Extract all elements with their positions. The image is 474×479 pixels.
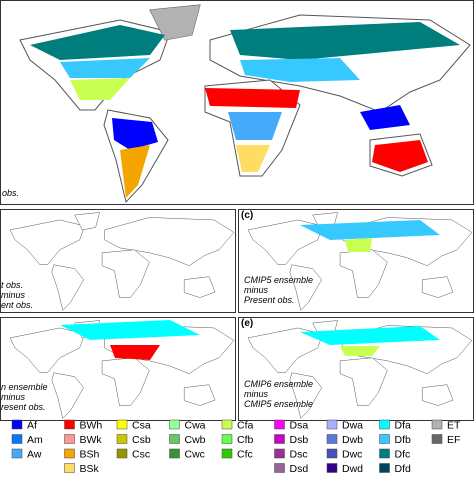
legend-label: Af [27, 420, 37, 432]
panel-caption: t obs. [1, 280, 23, 290]
legend-label: ET [447, 420, 461, 432]
legend-label: BSk [80, 463, 100, 474]
panel-caption: minus [1, 392, 26, 402]
legend-swatch [379, 448, 390, 459]
legend-label: Dfa [395, 420, 412, 432]
legend-label: Cwa [185, 420, 206, 432]
legend-label: Csb [132, 434, 151, 446]
legend-label: Cfa [237, 420, 254, 432]
legend-label: BWk [80, 434, 103, 446]
legend-swatch [64, 463, 75, 473]
legend-label: Csa [132, 420, 151, 432]
legend-label: Dsa [290, 420, 309, 432]
legend-label: Aw [27, 449, 42, 461]
map-c [238, 209, 474, 313]
legend-label: Dsc [290, 449, 308, 461]
legend-label: Cfb [237, 434, 254, 446]
legend-label: Dwd [342, 463, 363, 474]
panel-caption: CMIP5 ensemble [244, 399, 313, 409]
legend-swatch [379, 419, 390, 430]
legend-swatch [64, 434, 75, 444]
legend-swatch [431, 419, 443, 430]
legend-label: Dwb [342, 434, 363, 446]
legend-label: Cwb [185, 434, 206, 446]
map-d [0, 317, 236, 421]
legend-swatch [221, 448, 233, 459]
legend-swatch [326, 419, 338, 430]
legend-swatch [379, 434, 390, 444]
legend-label: BSh [80, 449, 100, 461]
legend-swatch [11, 419, 23, 430]
legend-swatch [221, 434, 233, 444]
panel-caption: minus [244, 389, 269, 399]
legend-label: Dsb [290, 434, 309, 446]
panel-caption: minus [1, 290, 26, 300]
legend-swatch [169, 419, 180, 430]
legend-swatch [326, 434, 338, 444]
legend-label: EF [447, 434, 460, 446]
legend-swatch [221, 419, 233, 430]
legend-swatch [11, 434, 23, 444]
legend-swatch [116, 448, 128, 459]
legend-swatch [274, 448, 285, 459]
legend-swatch [326, 448, 338, 459]
legend-label: Cfc [237, 449, 253, 461]
legend-swatch [11, 448, 23, 459]
legend-label: Cwc [185, 449, 205, 461]
panel-caption: obs. [2, 188, 19, 198]
legend-swatch [64, 419, 75, 430]
legend-swatch [116, 419, 128, 430]
panel-label: (c) [241, 210, 253, 221]
panel-caption: CMIP5 ensemble [244, 275, 313, 285]
legend-label: Csc [132, 449, 150, 461]
legend-swatch [274, 434, 285, 444]
legend-swatch [379, 463, 390, 473]
legend-label: Dfc [395, 449, 411, 461]
legend-swatch [64, 448, 75, 459]
legend-swatch [169, 448, 180, 459]
map-main [0, 0, 474, 205]
panel-caption: resent obs. [1, 402, 46, 412]
legend-swatch [431, 434, 443, 444]
legend-label: Dsd [290, 463, 309, 474]
panel-caption: minus [244, 285, 269, 295]
legend-swatch [169, 434, 180, 444]
legend-label: Dfd [395, 463, 412, 474]
panel-label: (e) [241, 318, 253, 329]
panel-caption: ent obs. [1, 300, 33, 310]
legend-swatch [274, 463, 285, 473]
legend-label: Dwa [342, 420, 363, 432]
legend-label: BWh [80, 420, 103, 432]
legend-label: Dwc [342, 449, 362, 461]
panel-caption: Present obs. [244, 295, 295, 305]
panel-caption: CMIP6 ensemble [244, 379, 313, 389]
map-b [0, 209, 236, 313]
panel-caption: n ensemble [1, 382, 48, 392]
legend-swatch [116, 434, 128, 444]
legend-swatch [274, 419, 285, 430]
legend-label: Am [27, 434, 43, 446]
legend-label: Dfb [395, 434, 412, 446]
legend-swatch [326, 463, 338, 473]
